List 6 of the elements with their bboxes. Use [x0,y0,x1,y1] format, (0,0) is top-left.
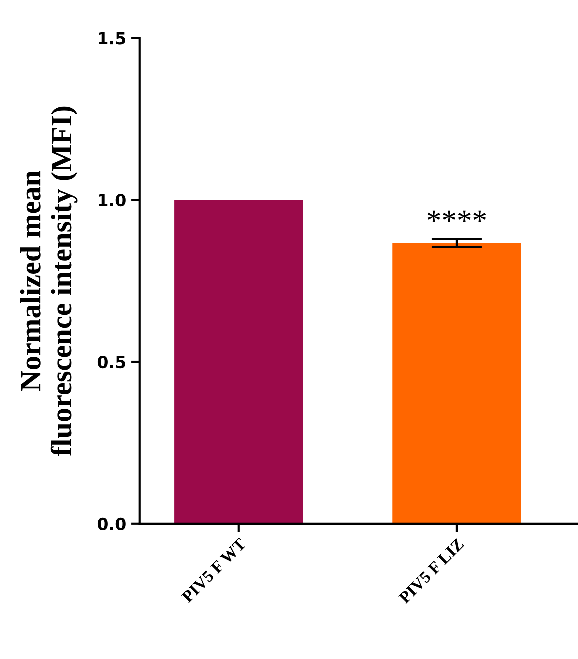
y-tick-label: 1.0 [99,194,126,207]
y-tick-label: 1.5 [99,32,126,45]
y-axis-title: Normalized mean fluorescence intensity (MFI) [20,106,78,456]
y-tick-label: 0.0 [98,518,126,530]
annotation: **** [428,210,486,222]
y-tick-label: 0.5 [98,356,126,369]
